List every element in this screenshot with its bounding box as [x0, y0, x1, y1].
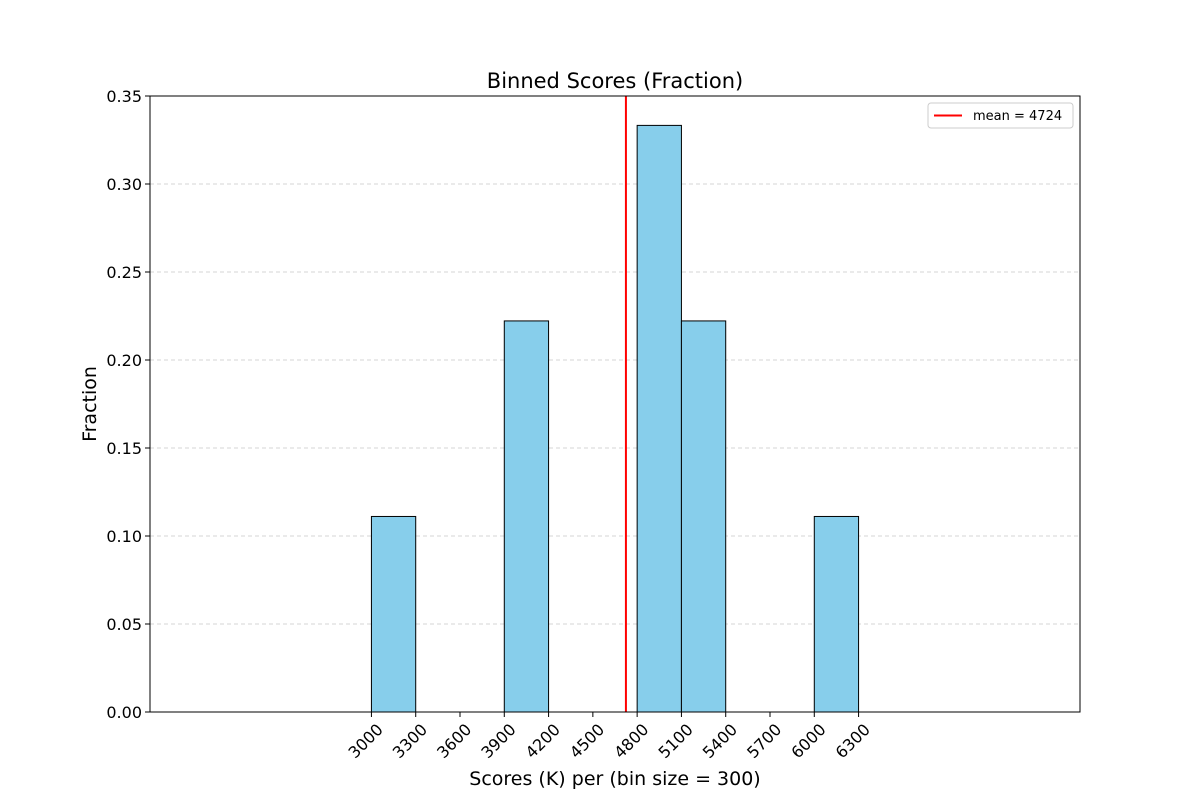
chart-title: Binned Scores (Fraction) [487, 69, 743, 93]
y-tick-label: 0.00 [106, 703, 142, 722]
y-tick-label: 0.15 [106, 439, 142, 458]
y-tick-label: 0.25 [106, 263, 142, 282]
y-tick-label: 0.05 [106, 615, 142, 634]
grid-lines [150, 95, 1080, 625]
legend: mean = 4724 [927, 102, 1074, 129]
y-tick-label: 0.30 [106, 175, 142, 194]
bar-4800-5100 [636, 124, 682, 713]
y-tick-label: 0.20 [106, 351, 142, 370]
bars [370, 124, 860, 713]
bar-3000-3300 [370, 515, 417, 713]
bar-5100-5400 [680, 320, 727, 713]
y-tick-label: 0.10 [106, 527, 142, 546]
plot-frame [149, 95, 1081, 713]
legend-mean-label: mean = 4724 [973, 109, 1062, 124]
y-axis-label: Fraction [79, 366, 101, 442]
y-axis-ticks: 0.00 0.05 0.10 0.15 0.20 0.25 0.30 0.35 [106, 87, 150, 722]
y-tick-label: 0.35 [106, 87, 142, 106]
legend-box [927, 102, 1074, 129]
x-axis-label: Scores (K) per (bin size = 300) [469, 768, 760, 790]
bar-3900-4200 [503, 320, 550, 713]
bar-6000-6300 [813, 515, 860, 713]
